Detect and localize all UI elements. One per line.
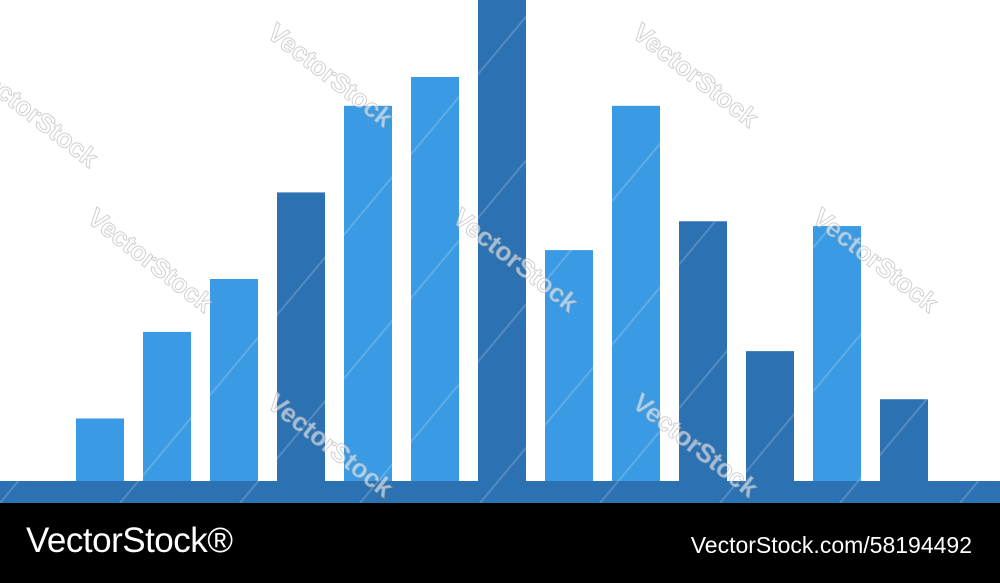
bar-chart: VectorStock VectorStock VectorStock VectorS… xyxy=(0,0,1000,503)
bar-1 xyxy=(76,418,124,482)
watermark-stripe xyxy=(959,453,1000,503)
watermark-stripe xyxy=(0,0,181,218)
bar-3 xyxy=(210,278,258,482)
watermark-stripe xyxy=(359,0,781,503)
bar-4 xyxy=(277,192,325,482)
bar-chart-svg xyxy=(0,0,1000,503)
bar-5 xyxy=(344,105,392,482)
watermark-stripe xyxy=(0,0,421,503)
footer-image-id: VectorStock.com/58194492 xyxy=(690,532,972,558)
watermark-stripe xyxy=(119,0,541,503)
bar-9 xyxy=(612,105,660,482)
baseline-bar xyxy=(0,481,1000,503)
bar-12 xyxy=(813,226,861,482)
bar-2 xyxy=(143,331,191,482)
watermark-stripe xyxy=(0,0,61,74)
bar-7 xyxy=(478,0,526,483)
bar-8 xyxy=(545,250,593,482)
watermark-stripe xyxy=(839,309,1000,503)
watermark-stripe xyxy=(599,22,1000,503)
footer-bar: VectorStock® VectorStock.com/58194492 xyxy=(0,503,1000,583)
watermark-stripe xyxy=(0,0,301,361)
watermark-stripe xyxy=(719,166,1000,503)
bar-11 xyxy=(746,351,794,482)
watermark-stripe xyxy=(239,0,661,503)
bar-10 xyxy=(679,221,727,482)
footer-brand-logo: VectorStock® xyxy=(26,521,233,560)
watermark-stripe xyxy=(479,0,901,503)
bar-13 xyxy=(880,399,928,482)
bar-6 xyxy=(411,76,459,483)
